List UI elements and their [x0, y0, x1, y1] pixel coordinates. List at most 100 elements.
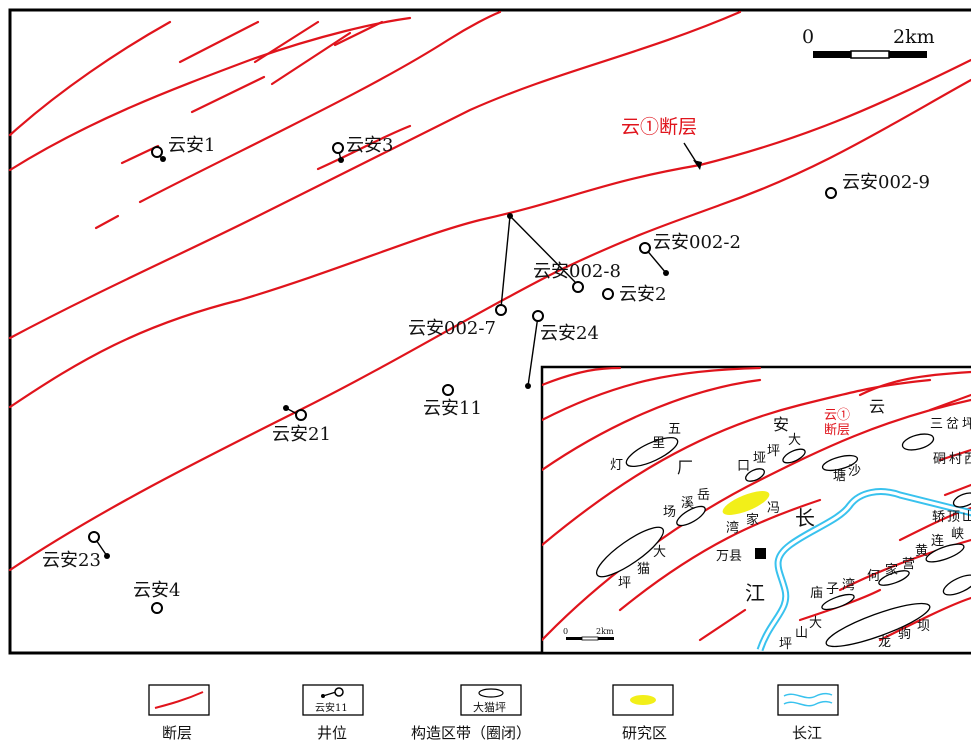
svg-text:厂: 厂: [677, 458, 693, 477]
svg-text:垭: 垭: [753, 451, 766, 466]
well-label: 云安1: [168, 135, 215, 156]
well-label: 云安2: [619, 284, 666, 305]
scale-bar: 0 2km: [802, 26, 935, 59]
svg-text:大: 大: [809, 616, 822, 631]
svg-text:驹: 驹: [898, 627, 911, 642]
well-marker: [602, 288, 614, 300]
legend-item-study-area: 研究区: [612, 684, 674, 742]
study-area-icon: [630, 695, 656, 705]
well-label: 云安23: [42, 550, 101, 571]
well-label: 云安002-7: [408, 318, 496, 339]
svg-text:山: 山: [795, 626, 808, 641]
svg-text:村: 村: [949, 452, 962, 467]
inset-fault-label: 断层: [824, 423, 850, 438]
well-marker: [295, 409, 307, 421]
arrow-head-icon: [693, 160, 702, 170]
river-label: 长: [795, 506, 815, 530]
main-map: 云①断层 0 2km: [8, 8, 971, 655]
svg-text:连: 连: [931, 533, 944, 549]
svg-text:子: 子: [826, 582, 839, 597]
svg-text:里: 里: [652, 436, 665, 451]
fault-label: 云①断层: [621, 116, 697, 138]
river-icon: [783, 692, 833, 707]
well-marker: [639, 242, 651, 254]
svg-text:坪: 坪: [618, 576, 631, 591]
fault-line: [8, 10, 742, 340]
inset-scale-bar: 0 2km: [563, 627, 614, 641]
svg-text:三: 三: [930, 417, 943, 432]
svg-text:猫: 猫: [637, 562, 650, 577]
structure-ellipses: [595, 433, 971, 648]
inset-frame: [540, 365, 971, 655]
map-frame: [8, 8, 971, 655]
svg-text:西: 西: [964, 452, 971, 467]
svg-text:研究区: 研究区: [622, 724, 667, 742]
svg-text:湾: 湾: [842, 577, 855, 593]
svg-text:山: 山: [962, 510, 971, 525]
inset-map: 万县 云① 断层 长 江 云 安 厂 五 里 灯 坪 大 垭 口 塘 沙 三: [540, 365, 971, 655]
fault-line: [316, 124, 412, 171]
scale-start-label: 0: [802, 26, 814, 48]
svg-text:口: 口: [737, 459, 750, 474]
svg-text:安: 安: [773, 415, 789, 434]
svg-text:坝: 坝: [917, 619, 930, 634]
legend-item-river: 长江: [777, 684, 839, 742]
inset-fault-lines: [542, 367, 971, 642]
svg-text:轿: 轿: [932, 510, 945, 525]
svg-text:龙: 龙: [878, 635, 891, 650]
fault-line: [190, 75, 266, 114]
svg-text:塘: 塘: [833, 468, 846, 484]
svg-text:0: 0: [563, 627, 568, 636]
fault-line: [270, 31, 352, 86]
legend-item-well: 云安11 井位: [302, 684, 364, 742]
svg-text:大: 大: [788, 433, 801, 448]
well-marker: [495, 304, 507, 316]
svg-text:黄: 黄: [915, 544, 928, 559]
svg-text:坪: 坪: [962, 417, 971, 432]
svg-text:家: 家: [746, 512, 759, 528]
svg-text:岳: 岳: [697, 488, 710, 503]
svg-text:构造区带（圈闭）: 构造区带（圈闭）: [411, 724, 531, 742]
well-symbol-icon: 云安11: [315, 687, 348, 714]
svg-text:岔: 岔: [946, 417, 959, 432]
svg-text:云: 云: [869, 397, 885, 416]
scale-end-label: 2km: [893, 26, 935, 48]
svg-text:顶: 顶: [947, 510, 960, 525]
well-label: 云安002-2: [653, 232, 741, 253]
wanxian-city-icon: [755, 548, 766, 559]
svg-text:冯: 冯: [767, 501, 780, 516]
svg-text:五: 五: [668, 422, 681, 437]
well-label: 云安002-8: [533, 261, 621, 282]
study-area: [722, 491, 770, 515]
fault-line: [333, 20, 384, 47]
fault-line: [8, 20, 172, 137]
svg-text:井位: 井位: [317, 724, 347, 742]
well-label: 云安11: [423, 398, 482, 419]
fault-line-icon: [154, 691, 204, 709]
svg-text:断层: 断层: [162, 724, 192, 742]
inset-place-labels: 云 安 厂 五 里 灯 坪 大 垭 口 塘 沙 三 岔 坪 硐 村 西 岳 溪: [610, 397, 971, 652]
svg-text:场: 场: [663, 505, 676, 520]
svg-text:坪: 坪: [767, 444, 780, 459]
well-marker: [151, 146, 163, 158]
river-label: 江: [745, 581, 765, 605]
well-markers: [88, 142, 837, 614]
well-marker: [151, 602, 163, 614]
fault-line: [8, 78, 971, 572]
svg-text:大: 大: [653, 545, 666, 560]
svg-text:庙: 庙: [810, 586, 823, 601]
svg-text:灯: 灯: [610, 458, 623, 473]
well-label: 云安002-9: [842, 172, 930, 193]
well-labels: 云安1 云安3 云安002-9 云安002-2 云安002-8 云安2 云安00…: [42, 135, 930, 601]
well-marker: [825, 187, 837, 199]
svg-text:2km: 2km: [596, 627, 614, 636]
bottom-hole-dots: [104, 156, 669, 559]
well-label: 云安3: [346, 135, 393, 156]
svg-text:沙: 沙: [848, 464, 861, 479]
svg-text:营: 营: [902, 557, 915, 572]
svg-text:长江: 长江: [792, 724, 822, 742]
svg-text:峡: 峡: [951, 527, 964, 542]
fault-line: [94, 214, 120, 230]
legend-item-fault: 断层: [148, 684, 210, 742]
